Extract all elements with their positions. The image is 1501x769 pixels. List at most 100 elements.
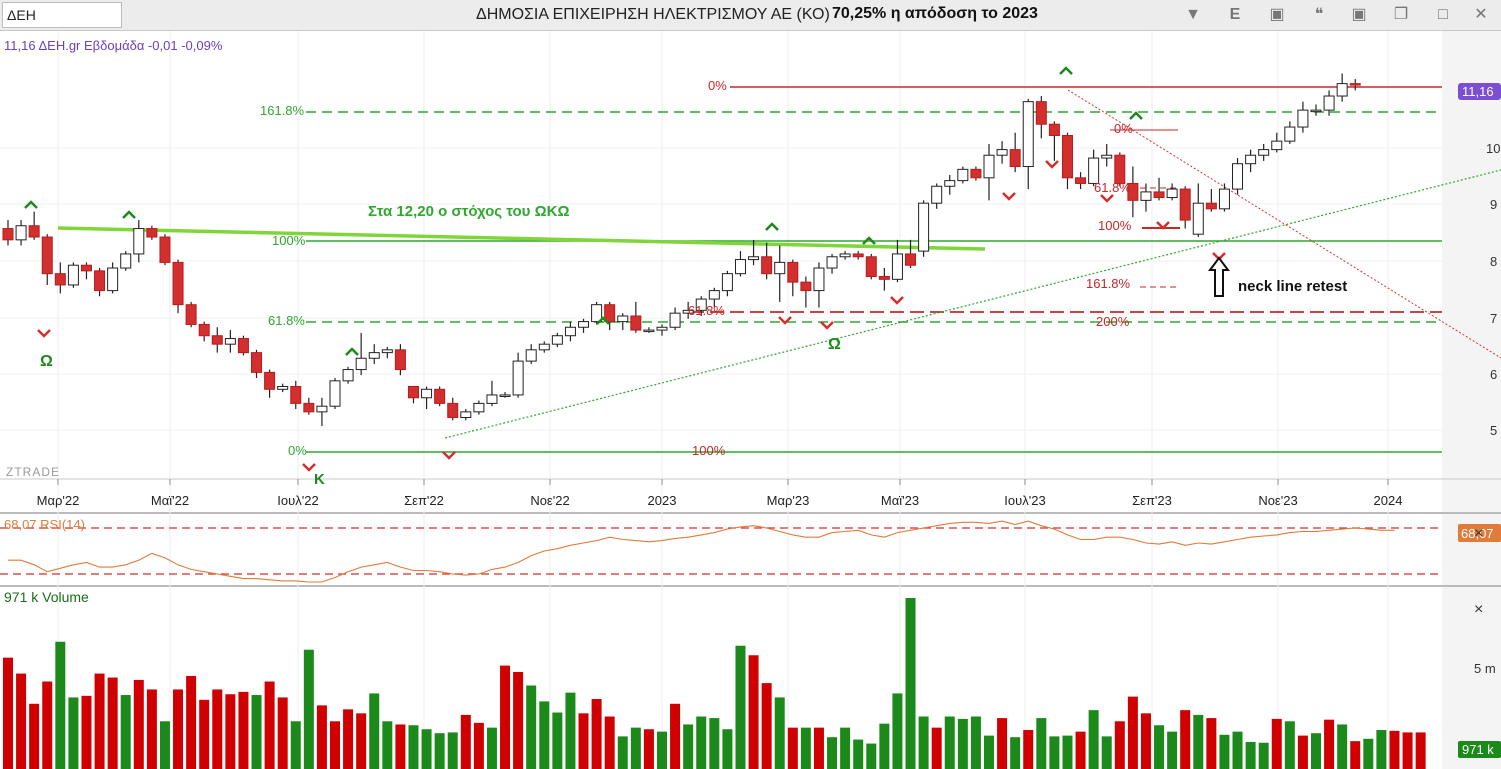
volume-bar [905,598,916,769]
candle [499,392,511,398]
restore-icon[interactable]: ❐ [1393,6,1409,23]
candle-body [41,236,53,275]
candle [774,245,786,302]
candle-body [342,369,354,382]
volume-bar [1127,696,1138,769]
candle [1232,158,1244,195]
x-tick-label: 2023 [648,493,677,508]
neck-line-annotation: neck line retest [1238,278,1347,295]
volume-bar [1389,730,1400,769]
candle-body [630,315,642,331]
candle-body [1218,188,1230,210]
volume-bar [800,727,811,769]
close-icon[interactable]: ✕ [1474,6,1488,23]
candle [1022,98,1034,190]
candle [1075,172,1087,190]
time-axis: Μαρ'22 Μαϊ'22 Ιουλ'22 Σεπ'22 Νοε'22 2023 Μαρ'2… [37,479,1402,508]
close-rsi-icon[interactable]: × [1474,525,1483,542]
volume-bar [1140,713,1151,769]
candles [2,73,1361,426]
candle-body [787,261,799,283]
candle [1153,177,1165,201]
volume-bar [1311,733,1321,769]
candle [604,301,616,331]
last-price-value: 11,16 [1462,84,1494,99]
e-icon[interactable]: E [1229,6,1241,23]
x-tick-label: Μαϊ'23 [881,493,919,508]
y-tick-label: 8 [1490,254,1497,269]
volume-value: 971 k [1462,742,1494,757]
volume-bar [212,689,223,769]
candle-body [643,329,655,333]
candle [1323,90,1335,116]
candle [669,307,681,331]
candle [564,321,576,342]
y-tick-label: 6 [1490,367,1497,382]
candle [551,332,563,347]
last-price-badge [1458,83,1501,100]
fib-label-0-big: 0% [708,78,727,93]
volume-bar [369,693,380,769]
volume-value-badge [1458,741,1501,758]
y-tick-label: 10 [1486,141,1500,156]
volume-bar [957,718,968,769]
candle [2,220,14,246]
candle [905,239,917,269]
candle-body [67,264,79,286]
candle-body [1349,83,1361,86]
window-icon[interactable]: ▣ [1269,6,1285,23]
volume-bar [55,641,66,769]
candle [983,143,995,201]
volume-bar [120,695,131,769]
candle-body [1297,109,1309,128]
volume-bar [1402,732,1413,769]
candle-body [1022,101,1034,168]
volume-bar [657,731,667,769]
candle-body [656,326,668,331]
candle-body [133,228,145,255]
candle [41,234,53,285]
candle [277,383,289,393]
volume-bar [1415,732,1426,769]
x-tick-label: Μαϊ'22 [151,493,189,508]
volume-bar [1062,735,1073,769]
candle [708,287,720,308]
candle [1297,101,1309,133]
volume-bar [68,697,79,769]
volume-bar [133,679,144,769]
symbol-input[interactable]: ΔΕΗ [2,2,122,28]
candle-body [734,259,746,275]
volume-bar [1088,710,1099,769]
quote-icon[interactable]: ❝ [1314,6,1324,23]
volume-bar [1376,730,1387,769]
candle-body [1166,188,1178,199]
candle-body [1179,188,1191,221]
candle [94,268,106,297]
volume-bar [1363,738,1374,769]
candle [1192,183,1204,238]
watermark: ZTRADE [6,465,60,479]
candle-body [1061,135,1073,179]
candle-body [329,380,341,407]
lock-icon[interactable]: ▣ [1351,6,1367,23]
volume-bar [486,727,497,769]
rsi-title: 68,07 RSI(14) [4,517,85,532]
volume-bar [1154,725,1165,769]
maximize-icon[interactable]: □ [1438,6,1448,23]
candle-body [107,267,119,292]
candle-body [198,323,210,337]
candle [970,166,982,181]
candle-body [2,228,14,241]
candle-body [1140,191,1152,201]
close-volume-icon[interactable]: × [1474,601,1483,618]
down-chevron-marker [1156,221,1170,230]
overlay-lines [57,86,1501,453]
candle-body [865,256,877,278]
candle [54,262,66,294]
volume-bar [578,713,589,769]
volume-bar [931,727,942,769]
chevron-down-icon[interactable]: ▼ [1185,6,1201,23]
up-chevron-marker [345,347,359,356]
volume-bar [683,724,694,769]
retest-arrow-icon [1208,256,1230,297]
